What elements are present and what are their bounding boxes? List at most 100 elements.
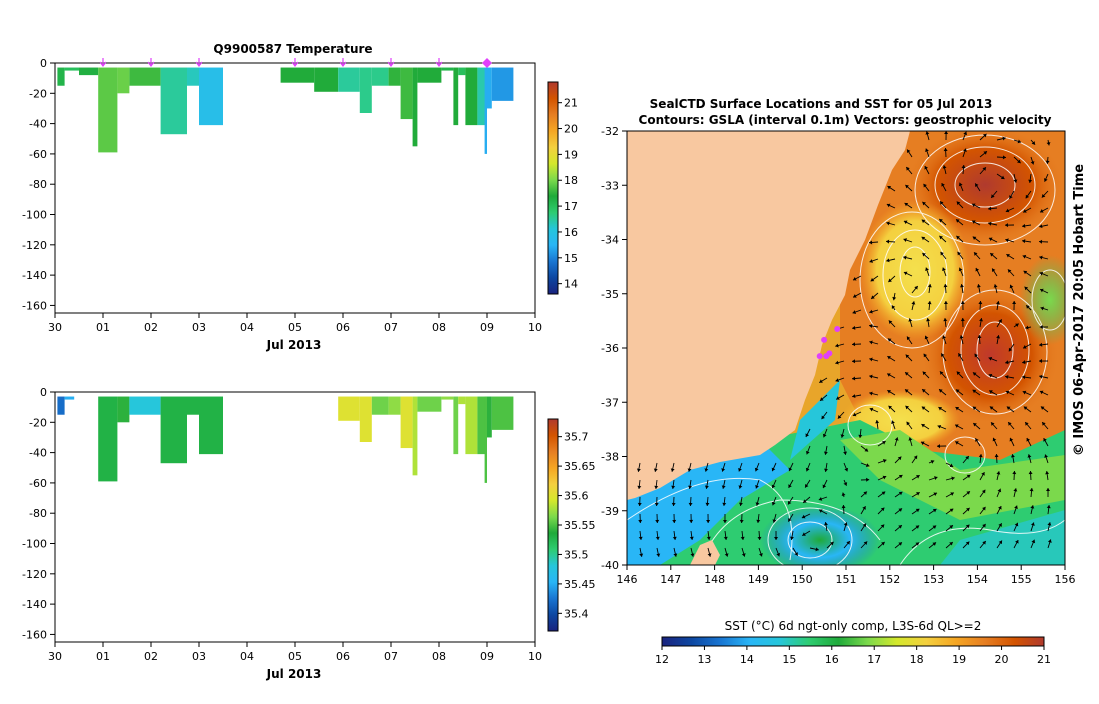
map-x-tick-label: 154	[967, 573, 988, 586]
salinity-profile-bar	[389, 397, 401, 415]
map-x-tick-label: 146	[617, 573, 638, 586]
temperature-colorbar-tick-label: 14	[564, 278, 578, 291]
salinity-profile-bar	[401, 397, 413, 449]
salinity-profile-bar	[199, 397, 223, 455]
salinity-frame	[55, 392, 535, 642]
temperature-colorbar-tick-label: 16	[564, 226, 578, 239]
imos-credit: © IMOS 06-Apr-2017 20:05 Hobart Time	[1072, 130, 1088, 490]
salinity-x-tick-label: 08	[432, 650, 446, 663]
temperature-colorbar-tick-label: 18	[564, 174, 578, 187]
salinity-profile-bar	[465, 397, 477, 455]
temperature-profile-bar	[441, 68, 453, 71]
map-x-tick-label: 149	[748, 573, 769, 586]
temperature-profile-marker	[148, 58, 154, 66]
salinity-profile-bar	[372, 397, 389, 415]
sst-map	[627, 125, 1080, 575]
map-x-tick-label: 151	[836, 573, 857, 586]
temperature-profile-bar	[401, 68, 413, 120]
salinity-profile-bar	[187, 397, 199, 415]
map-y-tick-label: -36	[601, 342, 619, 355]
temperature-x-tick-label: 30	[48, 321, 62, 334]
sst-colorbar-tick-label: 21	[1037, 653, 1051, 666]
salinity-x-tick-label: 07	[384, 650, 398, 663]
map-title: SealCTD Surface Locations and SST for 05…	[650, 97, 993, 111]
temperature-x-label: Jul 2013	[266, 338, 322, 352]
temperature-x-tick-label: 01	[96, 321, 110, 334]
salinity-y-tick-label: -80	[29, 507, 47, 520]
salinity-x-tick-label: 05	[288, 650, 302, 663]
salinity-colorbar-tick-label: 35.7	[564, 431, 589, 444]
seal-location-marker	[826, 350, 832, 356]
temperature-chart-title: Q9900587 Temperature	[213, 42, 372, 56]
temperature-profile-bar	[338, 68, 360, 92]
map-y-tick-label: -40	[601, 559, 619, 572]
salinity-profile-bar	[413, 397, 418, 476]
temperature-profile-bar	[161, 68, 187, 135]
sst-yellow-eddy	[860, 200, 970, 340]
map-y-tick-label: -37	[601, 396, 619, 409]
temperature-profile-marker	[436, 58, 442, 66]
temperature-y-tick-label: -60	[29, 148, 47, 161]
temperature-colorbar-tick-label: 15	[564, 252, 578, 265]
temperature-profile-marker	[340, 58, 346, 66]
salinity-profile-bar	[453, 397, 458, 455]
salinity-y-tick-label: -120	[22, 568, 47, 581]
temperature-profile-bar	[389, 68, 401, 86]
temperature-profile-bar	[458, 68, 465, 76]
map-subtitle: Contours: GSLA (interval 0.1m) Vectors: …	[639, 113, 1052, 127]
salinity-y-tick-label: 0	[40, 386, 47, 399]
temperature-profile-bar	[281, 68, 315, 83]
temperature-y-tick-label: -140	[22, 269, 47, 282]
sst-colorbar-tick-label: 20	[995, 653, 1009, 666]
temperature-profile-bar	[314, 68, 338, 92]
temperature-x-tick-label: 10	[528, 321, 542, 334]
temperature-profile-bar	[98, 68, 117, 153]
salinity-profile-bar	[441, 397, 453, 400]
temperature-y-tick-label: 0	[40, 57, 47, 70]
temperature-profile-marker	[388, 58, 394, 66]
temperature-y-tick-label: -100	[22, 209, 47, 222]
temperature-profile-marker	[292, 58, 298, 66]
salinity-profile-bar	[338, 397, 360, 421]
temperature-x-tick-label: 05	[288, 321, 302, 334]
temperature-profile-bar	[465, 68, 477, 126]
temperature-profile-bar	[417, 68, 441, 83]
sst-colorbar-tick-label: 12	[655, 653, 669, 666]
salinity-profile-bar	[492, 397, 514, 430]
map-y-tick-label: -35	[601, 288, 619, 301]
temperature-profile-bar	[129, 68, 160, 86]
seal-location-marker	[817, 353, 823, 359]
map-y-tick-label: -39	[601, 505, 619, 518]
salinity-y-tick-label: -20	[29, 416, 47, 429]
map-y-tick-label: -34	[601, 234, 619, 247]
salinity-colorbar-tick-label: 35.4	[564, 607, 589, 620]
sst-colorbar-tick-label: 13	[697, 653, 711, 666]
temperature-x-tick-label: 04	[240, 321, 254, 334]
map-x-tick-label: 148	[704, 573, 725, 586]
map-x-tick-label: 147	[660, 573, 681, 586]
salinity-x-tick-label: 10	[528, 650, 542, 663]
map-y-tick-label: -38	[601, 451, 619, 464]
map-y-tick-label: -32	[601, 125, 619, 138]
temperature-profile-bar	[57, 68, 64, 86]
salinity-y-tick-label: -40	[29, 447, 47, 460]
salinity-profile-bar	[117, 397, 129, 423]
sst-colorbar-tick-label: 17	[867, 653, 881, 666]
seal-location-marker	[821, 337, 827, 343]
temperature-profile-marker	[196, 58, 202, 66]
salinity-profile-bar	[360, 397, 372, 442]
salinity-profile-bar	[129, 397, 160, 415]
sst-colorbar-label: SST (°C) 6d ngt-only comp, L3S-6d QL>=2	[725, 619, 982, 633]
temperature-y-tick-label: -20	[29, 87, 47, 100]
temperature-frame	[55, 63, 535, 313]
salinity-profile-bar	[417, 397, 441, 412]
temperature-profile-bar	[372, 68, 389, 86]
salinity-profile-bar	[485, 397, 487, 483]
temperature-y-tick-label: -40	[29, 118, 47, 131]
salinity-colorbar-tick-label: 35.45	[564, 578, 596, 591]
